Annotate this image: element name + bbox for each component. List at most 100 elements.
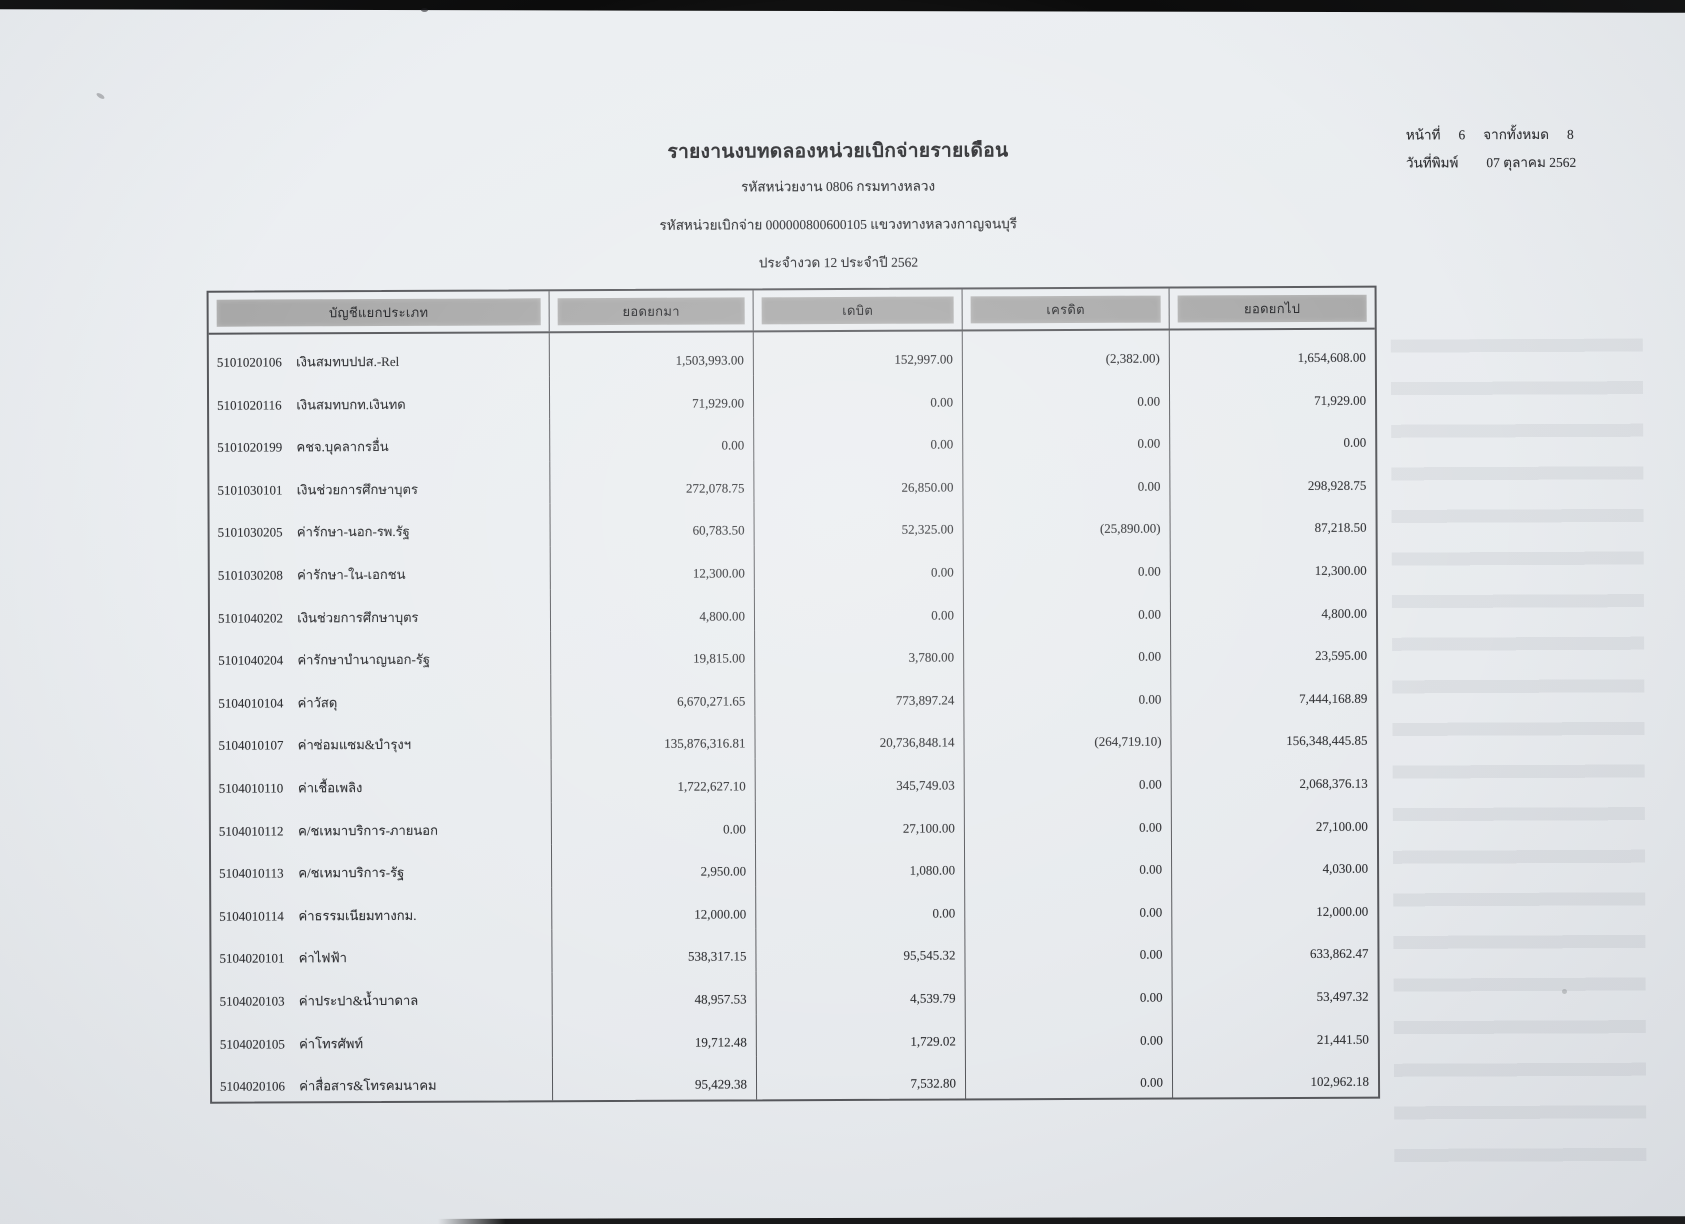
closing-balance-value: 27,100.00: [1315, 818, 1368, 834]
opening-balance-value: 0.00: [550, 417, 755, 462]
account-code: 5101020116: [217, 397, 282, 413]
opening-balance-value: 1,722,627.10: [551, 758, 756, 802]
column-header-account-label: บัญชีแยกประเภท: [216, 297, 541, 327]
account-name: ค่าซ่อมแซม&บำรุงฯ: [297, 737, 412, 753]
debit-value: 773,897.24: [755, 672, 965, 716]
closing-balance-value: 0.00: [1343, 434, 1367, 450]
account-code: 5101040204: [218, 652, 284, 668]
closing-balance-value: 7,444,168.89: [1299, 690, 1368, 706]
report-title: รายงานงบทดลองหน่วยเบิกจ่ายรายเดือน: [667, 140, 1009, 163]
credit-value: 0.00: [965, 1054, 1174, 1099]
closing-balance-value: 298,928.75: [1307, 477, 1367, 493]
debit-value: 26,850.00: [754, 459, 964, 503]
column-header-account: บัญชีแยกประเภท: [208, 291, 550, 333]
table-row: 5104010113 ค/ชเหมาบริการ-รัฐ 2,950.00 1,…: [210, 841, 1377, 889]
opening-balance-value: 12,000.00: [552, 886, 757, 930]
account-cell: 5104020101 ค่าไฟฟ้า: [211, 929, 553, 974]
credit-value: 0.00: [964, 628, 1172, 673]
account-code: 5104010104: [218, 695, 284, 711]
debit-value: 0.00: [756, 885, 966, 929]
account-cell: 5104010107 ค่าซ่อมแซม&บำรุงฯ: [210, 716, 552, 761]
credit-value: 0.00: [965, 969, 1173, 1013]
debit-value: 0.00: [754, 416, 964, 461]
table-row: 5101040204 ค่ารักษาบำนาญนอก-รัฐ 19,815.0…: [210, 628, 1376, 676]
table-row: 5104020105 ค่าโทรศัพท์ 19,712.48 1,729.0…: [211, 1011, 1378, 1059]
account-cell: 5104010113 ค/ชเหมาบริการ-รัฐ: [210, 844, 553, 889]
closing-balance-value: 2,068,376.13: [1299, 775, 1368, 791]
table-row: 5101020116 เงินสมทบกท.เงินทด 71,929.00 0…: [208, 372, 1375, 420]
table-body: 5101020106 เงินสมทบปปส.-Rel 1,503,993.00…: [208, 330, 1378, 1102]
account-name: ค่าประปา&น้ำบาดาล: [298, 992, 419, 1009]
total-pages-label: จากทั้งหมด: [1483, 126, 1550, 143]
account-code: 5101020199: [217, 439, 283, 455]
account-code: 5104010114: [219, 908, 284, 924]
page-number-row: หน้าที่ 6 จากทั้งหมด 8: [1406, 123, 1576, 146]
account-name: เงินช่วยการศึกษาบุตร: [297, 609, 419, 625]
closing-balance-value: 53,497.32: [1316, 988, 1369, 1004]
page-number: 6: [1458, 127, 1466, 143]
table-row: 5104020103 ค่าประปา&น้ำบาดาล 48,957.53 4…: [211, 969, 1378, 1017]
account-name: ค/ชเหมาบริการ-ภายนอก: [298, 822, 438, 838]
opening-balance-value: 95,429.38: [552, 1056, 758, 1100]
debit-value: 345,749.03: [755, 757, 965, 801]
credit-value: 0.00: [963, 586, 1172, 630]
column-header-closing-balance-label: ยอดยกไป: [1177, 294, 1367, 323]
account-code: 5104010112: [218, 822, 284, 839]
debit-value: 3,780.00: [755, 629, 965, 674]
table-row: 5101020199 คชจ.บุคลากรอื่น 0.00 0.00 0.0…: [209, 415, 1375, 463]
credit-value: 0.00: [964, 841, 1173, 886]
agency-code-line: รหัสหน่วยงาน 0806 กรมทางหลวง: [741, 178, 936, 195]
account-name: ค/ชเหมาบริการ-รัฐ: [298, 865, 405, 881]
credit-value: 0.00: [963, 458, 1171, 502]
account-cell: 5101020106 เงินสมทบปปส.-Rel: [208, 333, 550, 378]
column-header-debit: เดบิต: [753, 289, 963, 331]
account-code: 5101030208: [217, 567, 283, 583]
debit-value: 52,325.00: [754, 501, 964, 546]
debit-value: 1,080.00: [755, 842, 966, 887]
credit-value: 0.00: [964, 756, 1172, 800]
print-date: 07 ตุลาคม 2562: [1486, 154, 1577, 171]
debit-value: 152,997.00: [753, 331, 963, 375]
scan-speck: [1562, 989, 1567, 994]
opening-balance-value: 538,317.15: [552, 928, 757, 973]
credit-value: 0.00: [963, 415, 1171, 460]
table-row: 5104010114 ค่าธรรมเนียมทางกม. 12,000.00 …: [211, 883, 1377, 932]
account-name: คชจ.บุคลากรอื่น: [296, 439, 389, 455]
page-info: หน้าที่ 6 จากทั้งหมด 8 วันที่พิมพ์ 07 ตุ…: [1406, 123, 1576, 174]
opening-balance-value: 0.00: [551, 800, 756, 845]
opening-balance-value: 4,800.00: [550, 587, 756, 632]
closing-balance-value: 71,929.00: [1314, 392, 1367, 408]
account-cell: 5104020105 ค่าโทรศัพท์: [211, 1014, 553, 1059]
table-row: 5104010112 ค/ชเหมาบริการ-ภายนอก 0.00 27,…: [210, 798, 1377, 846]
account-code: 5104020106: [219, 1078, 286, 1094]
closing-balance-value: 1,654,608.00: [1297, 349, 1366, 366]
closing-balance-value: 633,862.47: [1309, 946, 1369, 962]
account-code: 5101030101: [217, 482, 283, 498]
trial-balance-table: บัญชีแยกประเภท ยอดยกมา เดบิต เครดิต ยอดย…: [206, 285, 1381, 1104]
opening-balance-value: 19,712.48: [552, 1013, 757, 1058]
account-code: 5101020106: [216, 354, 282, 370]
opening-balance-value: 272,078.75: [550, 460, 755, 504]
opening-balance-value: 48,957.53: [552, 971, 757, 1015]
credit-value: (2,382.00): [962, 330, 1170, 375]
scan-speck: [421, 8, 428, 12]
print-date-row: วันที่พิมพ์ 07 ตุลาคม 2562: [1406, 151, 1576, 174]
credit-value: 0.00: [964, 671, 1172, 715]
table-row: 5104010104 ค่าวัสดุ 6,670,271.65 773,897…: [210, 670, 1376, 719]
table-row: 5101030205 ค่ารักษา-นอก-รพ.รัฐ 60,783.50…: [209, 500, 1375, 548]
closing-balance-value: 102,962.18: [1310, 1073, 1370, 1090]
account-name: ค่าสื่อสาร&โทรคมนาคม: [299, 1077, 437, 1094]
credit-value: 0.00: [963, 543, 1171, 588]
credit-value: (25,890.00): [963, 500, 1171, 545]
account-name: ค่าธรรมเนียมทางกม.: [298, 907, 417, 924]
report-header: รายงานงบทดลองหน่วยเบิกจ่ายรายเดือน รหัสห…: [488, 134, 1189, 290]
account-cell: 5104010114 ค่าธรรมเนียมทางกม.: [211, 886, 553, 932]
opening-balance-value: 1,503,993.00: [549, 332, 754, 376]
column-header-credit: เครดิต: [962, 288, 1170, 330]
account-cell: 5104010104 ค่าวัสดุ: [210, 674, 552, 719]
account-name: ค่าโทรศัพท์: [299, 1035, 364, 1051]
debit-value: 4,539.79: [756, 970, 966, 1014]
closing-balance-value: 156,348,445.85: [1286, 733, 1368, 749]
account-name: ค่าวัสดุ: [297, 694, 338, 711]
bleed-through-ghost-rows: [1390, 338, 1647, 1178]
